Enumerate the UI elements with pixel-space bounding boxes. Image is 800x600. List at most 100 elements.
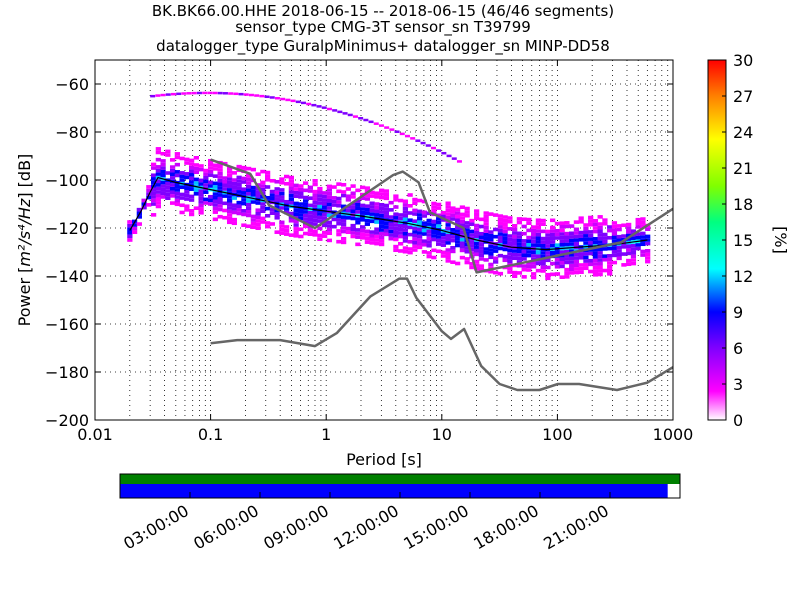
heatmap-cell: [474, 248, 480, 253]
heatmap-cell: [640, 220, 646, 225]
heatmap-cell: [573, 220, 580, 224]
heatmap-cell: [497, 214, 504, 218]
heatmap-cell: [231, 196, 237, 200]
heatmap-cell: [464, 249, 470, 254]
heatmap-cell: [293, 230, 299, 235]
heatmap-cell: [626, 237, 632, 241]
heatmap-cell: [588, 222, 594, 227]
heatmap-cell: [360, 225, 366, 229]
heatmap-cell: [540, 265, 546, 270]
heatmap-cell: [174, 173, 180, 178]
heatmap-cell: [379, 242, 385, 247]
heatmap-cell: [426, 251, 432, 255]
heatmap-cell: [341, 193, 347, 198]
heatmap-cell: [478, 267, 485, 272]
heatmap-cell: [255, 194, 261, 198]
heatmap-cell: [630, 236, 637, 241]
heatmap-cell: [383, 210, 390, 215]
heatmap-cell: [217, 164, 223, 169]
heatmap-cell: [393, 198, 399, 202]
heatmap-cell: [602, 239, 608, 244]
heatmap-cell: [645, 252, 651, 257]
heatmap-cell: [592, 229, 599, 234]
x-tick-label: 0.01: [77, 425, 113, 444]
heatmap-cell: [635, 217, 641, 222]
heatmap-cell: [526, 228, 532, 233]
heatmap-cell: [160, 173, 166, 178]
heatmap-cell: [236, 164, 242, 169]
heatmap-cell: [445, 208, 451, 213]
heatmap-cell: [569, 271, 575, 275]
heatmap-cell: [440, 250, 447, 255]
heatmap-cell: [264, 206, 271, 211]
heatmap-cell: [226, 170, 233, 174]
heatmap-cell: [526, 250, 532, 254]
heatmap-cell: [573, 270, 580, 275]
heatmap-cell: [488, 233, 494, 238]
heatmap-cell: [388, 226, 394, 230]
heatmap-cell: [245, 184, 252, 189]
heatmap-cell: [436, 149, 442, 152]
heatmap-cell: [193, 170, 199, 175]
heatmap-cell: [150, 173, 157, 178]
heatmap-cell: [559, 261, 565, 265]
heatmap-cell: [410, 137, 416, 140]
heatmap-cell: [626, 226, 632, 231]
heatmap-cell: [436, 202, 442, 207]
heatmap-cell: [535, 222, 542, 226]
heatmap-cell: [554, 264, 561, 269]
heatmap-cell: [507, 234, 513, 238]
heatmap-cell: [569, 263, 575, 268]
heatmap-cell: [169, 183, 176, 187]
heatmap-cell: [569, 242, 575, 246]
heatmap-cell: [248, 93, 254, 97]
heatmap-cell: [193, 163, 199, 167]
heatmap-cell: [478, 235, 485, 240]
heatmap-cell: [436, 206, 442, 210]
heatmap-cell: [326, 184, 333, 189]
heatmap-cell: [260, 184, 266, 188]
heatmap-cell: [399, 132, 405, 136]
heatmap-cell: [535, 236, 542, 241]
heatmap-cell: [592, 262, 599, 266]
heatmap-cell: [217, 214, 223, 219]
heatmap-cell: [402, 239, 409, 243]
heatmap-cell: [264, 177, 271, 182]
heatmap-cell: [564, 242, 570, 247]
heatmap-cell: [540, 236, 546, 241]
heatmap-cell: [226, 177, 233, 181]
heatmap-cell: [203, 175, 209, 180]
heatmap-cell: [285, 98, 291, 102]
heatmap-cell: [131, 226, 138, 231]
heatmap-cell: [312, 222, 318, 226]
heatmap-cell: [179, 178, 185, 182]
heatmap-cell: [478, 249, 485, 254]
heatmap-cell: [602, 268, 608, 273]
heatmap-cell: [283, 232, 290, 236]
heatmap-cell: [488, 244, 494, 249]
heatmap-cell: [236, 200, 242, 205]
heatmap-cell: [535, 243, 542, 248]
heatmap-cell: [459, 223, 466, 228]
heatmap-cell: [326, 202, 333, 207]
heatmap-cell: [317, 233, 323, 238]
heatmap-cell: [554, 228, 561, 233]
y-axis-label: Power [m²/s⁴/Hz] [dB]: [15, 154, 34, 327]
heatmap-cell: [317, 215, 323, 220]
heatmap-cell: [279, 191, 285, 196]
heatmap-cell: [540, 222, 546, 226]
heatmap-cell: [398, 223, 404, 228]
heatmap-cell: [512, 224, 518, 228]
x-tick-label: 100: [542, 425, 573, 444]
heatmap-cell: [165, 93, 171, 96]
heatmap-cell: [250, 167, 256, 172]
heatmap-cell: [222, 208, 228, 213]
heatmap-cell: [193, 206, 199, 211]
heatmap-cell: [412, 230, 418, 234]
heatmap-cell: [398, 216, 404, 221]
heatmap-cell: [592, 254, 599, 259]
heatmap-cell: [441, 151, 447, 155]
heatmap-cell: [464, 221, 470, 225]
heatmap-cell: [293, 212, 299, 217]
heatmap-cell: [188, 187, 195, 192]
